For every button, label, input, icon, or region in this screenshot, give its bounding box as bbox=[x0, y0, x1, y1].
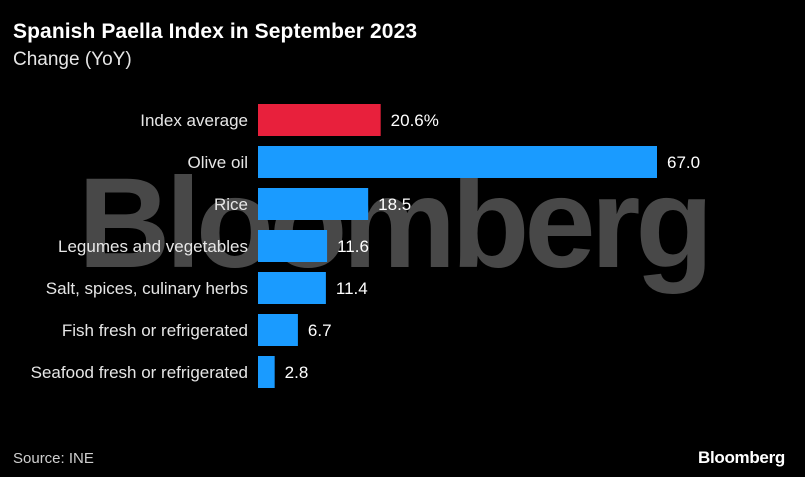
value-label-0: 20.6% bbox=[391, 111, 439, 130]
category-label-5: Fish fresh or refrigerated bbox=[62, 321, 248, 340]
value-label-3: 11.6 bbox=[337, 237, 369, 256]
chart-subtitle: Change (YoY) bbox=[13, 49, 132, 70]
category-label-6: Seafood fresh or refrigerated bbox=[31, 363, 248, 382]
value-label-4: 11.4 bbox=[336, 279, 368, 298]
category-label-2: Rice bbox=[214, 195, 248, 214]
value-label-6: 2.8 bbox=[285, 363, 309, 382]
bar-3 bbox=[258, 230, 328, 262]
bar-0 bbox=[258, 104, 381, 136]
source-note: Source: INE bbox=[13, 450, 94, 467]
bar-4 bbox=[258, 272, 326, 304]
category-label-3: Legumes and vegetables bbox=[58, 237, 248, 256]
bar-2 bbox=[258, 188, 369, 220]
bar-6 bbox=[258, 356, 275, 388]
value-label-1: 67.0 bbox=[667, 153, 700, 172]
value-label-2: 18.5 bbox=[378, 195, 411, 214]
bar-1 bbox=[258, 146, 657, 178]
bar-5 bbox=[258, 314, 298, 346]
bloomberg-watermark: Bloomberg bbox=[78, 152, 714, 295]
category-label-4: Salt, spices, culinary herbs bbox=[46, 279, 248, 298]
chart-title: Spanish Paella Index in September 2023 bbox=[13, 20, 418, 43]
value-label-5: 6.7 bbox=[308, 321, 332, 340]
bloomberg-logo: Bloomberg bbox=[697, 448, 785, 467]
category-label-1: Olive oil bbox=[188, 153, 248, 172]
category-label-0: Index average bbox=[140, 111, 248, 130]
